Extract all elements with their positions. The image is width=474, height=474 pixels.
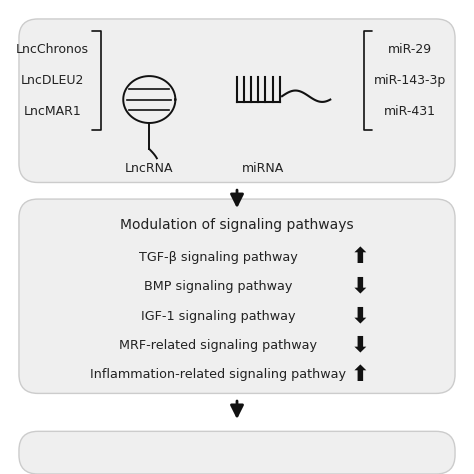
- Text: ⬇: ⬇: [351, 277, 370, 297]
- Text: LncMAR1: LncMAR1: [23, 105, 81, 118]
- Text: TGF-β signaling pathway: TGF-β signaling pathway: [139, 251, 297, 264]
- Text: ⬆: ⬆: [351, 247, 370, 267]
- Text: miRNA: miRNA: [242, 162, 284, 175]
- Text: ⬆: ⬆: [351, 365, 370, 385]
- Text: LncDLEU2: LncDLEU2: [20, 74, 84, 87]
- Text: LncChronos: LncChronos: [16, 43, 89, 56]
- Text: Modulation of signaling pathways: Modulation of signaling pathways: [120, 218, 354, 232]
- FancyBboxPatch shape: [19, 19, 455, 182]
- Text: miR-29: miR-29: [388, 43, 432, 56]
- Text: BMP signaling pathway: BMP signaling pathway: [144, 280, 292, 293]
- Text: miR-431: miR-431: [384, 105, 436, 118]
- Text: IGF-1 signaling pathway: IGF-1 signaling pathway: [141, 310, 295, 323]
- FancyBboxPatch shape: [19, 431, 455, 474]
- Text: ⬇: ⬇: [351, 336, 370, 356]
- Text: MRF-related signaling pathway: MRF-related signaling pathway: [119, 339, 317, 352]
- Text: ⬇: ⬇: [351, 306, 370, 326]
- Text: Inflammation-related signaling pathway: Inflammation-related signaling pathway: [90, 368, 346, 382]
- FancyBboxPatch shape: [19, 199, 455, 393]
- Text: LncRNA: LncRNA: [125, 162, 173, 175]
- Text: miR-143-3p: miR-143-3p: [374, 74, 446, 87]
